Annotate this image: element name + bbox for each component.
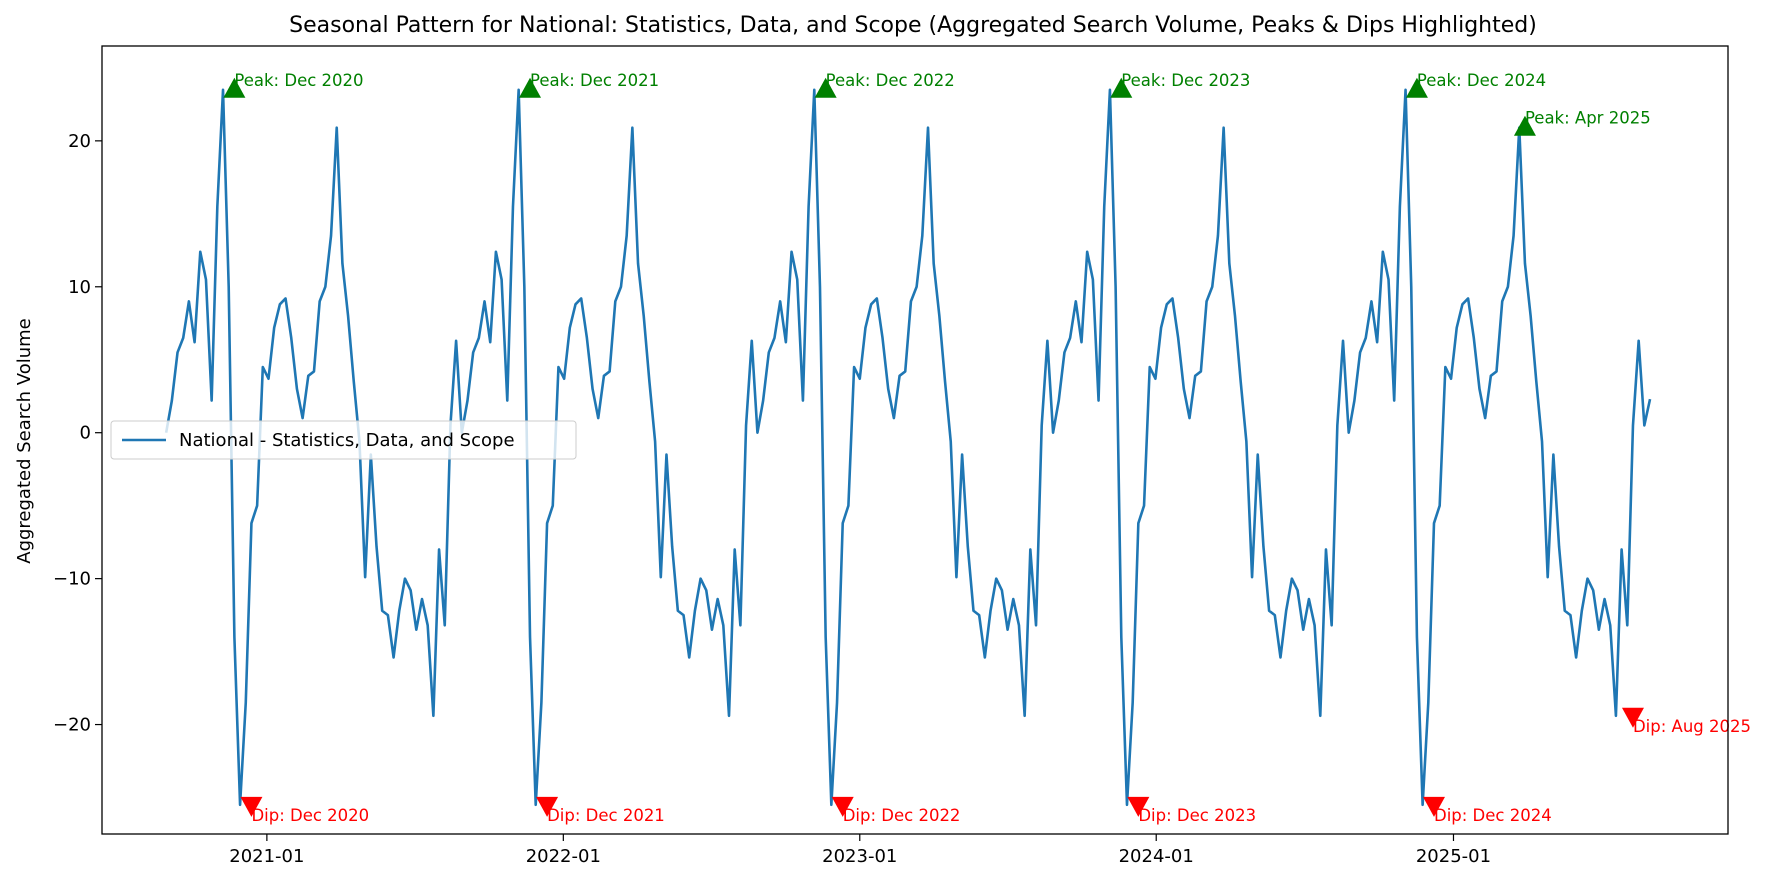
peak-label: Peak: Dec 2020 — [234, 71, 363, 90]
x-tick-label: 2025-01 — [1416, 846, 1491, 867]
peak-label: Peak: Dec 2024 — [1417, 71, 1546, 90]
dip-marker — [536, 796, 559, 817]
peak-marker — [519, 77, 542, 98]
x-tick-label: 2024-01 — [1119, 846, 1194, 867]
x-tick-label: 2021-01 — [229, 846, 304, 867]
peak-label: Peak: Dec 2021 — [530, 71, 659, 90]
peak-label: Peak: Dec 2023 — [1121, 71, 1250, 90]
legend-box — [110, 420, 577, 460]
dip-marker — [240, 796, 263, 817]
series-line — [164, 88, 1652, 807]
y-axis-label: Aggregated Search Volume — [14, 318, 35, 564]
y-tick-label: −10 — [53, 569, 91, 590]
dip-label: Dip: Dec 2021 — [547, 806, 665, 825]
peak-label: Peak: Dec 2022 — [826, 71, 955, 90]
peak-label: Peak: Apr 2025 — [1525, 109, 1651, 128]
dip-label: Dip: Dec 2024 — [1434, 806, 1552, 825]
dip-marker — [1422, 796, 1445, 817]
legend-entry: National - Statistics, Data, and Scope — [179, 430, 515, 451]
y-tick-label: −20 — [53, 715, 91, 736]
x-tick-label: 2022-01 — [526, 846, 601, 867]
dip-label: Dip: Dec 2020 — [251, 806, 369, 825]
plot-area: Peak: Dec 2020 Peak: Dec 2021 Peak: Dec 20… — [53, 45, 1751, 867]
plot-frame — [101, 45, 1729, 835]
dip-marker — [831, 796, 854, 817]
y-tick-label: 20 — [68, 131, 91, 152]
chart-title: Seasonal Pattern for National: Statistic… — [289, 13, 1537, 38]
y-tick-label: 0 — [80, 423, 91, 444]
peak-marker — [1405, 77, 1428, 98]
x-tick-label: 2023-01 — [822, 846, 897, 867]
dip-marker — [1621, 707, 1644, 728]
dip-marker — [1127, 796, 1150, 817]
peak-marker — [1513, 115, 1536, 136]
dip-label: Dip: Aug 2025 — [1633, 717, 1751, 736]
dip-label: Dip: Dec 2022 — [843, 806, 961, 825]
dip-label: Dip: Dec 2023 — [1138, 806, 1256, 825]
peak-marker — [223, 77, 246, 98]
peak-marker — [814, 77, 837, 98]
peak-marker — [1110, 77, 1133, 98]
legend: National - Statistics, Data, and Scope — [110, 420, 577, 460]
y-tick-label: 10 — [68, 277, 91, 298]
